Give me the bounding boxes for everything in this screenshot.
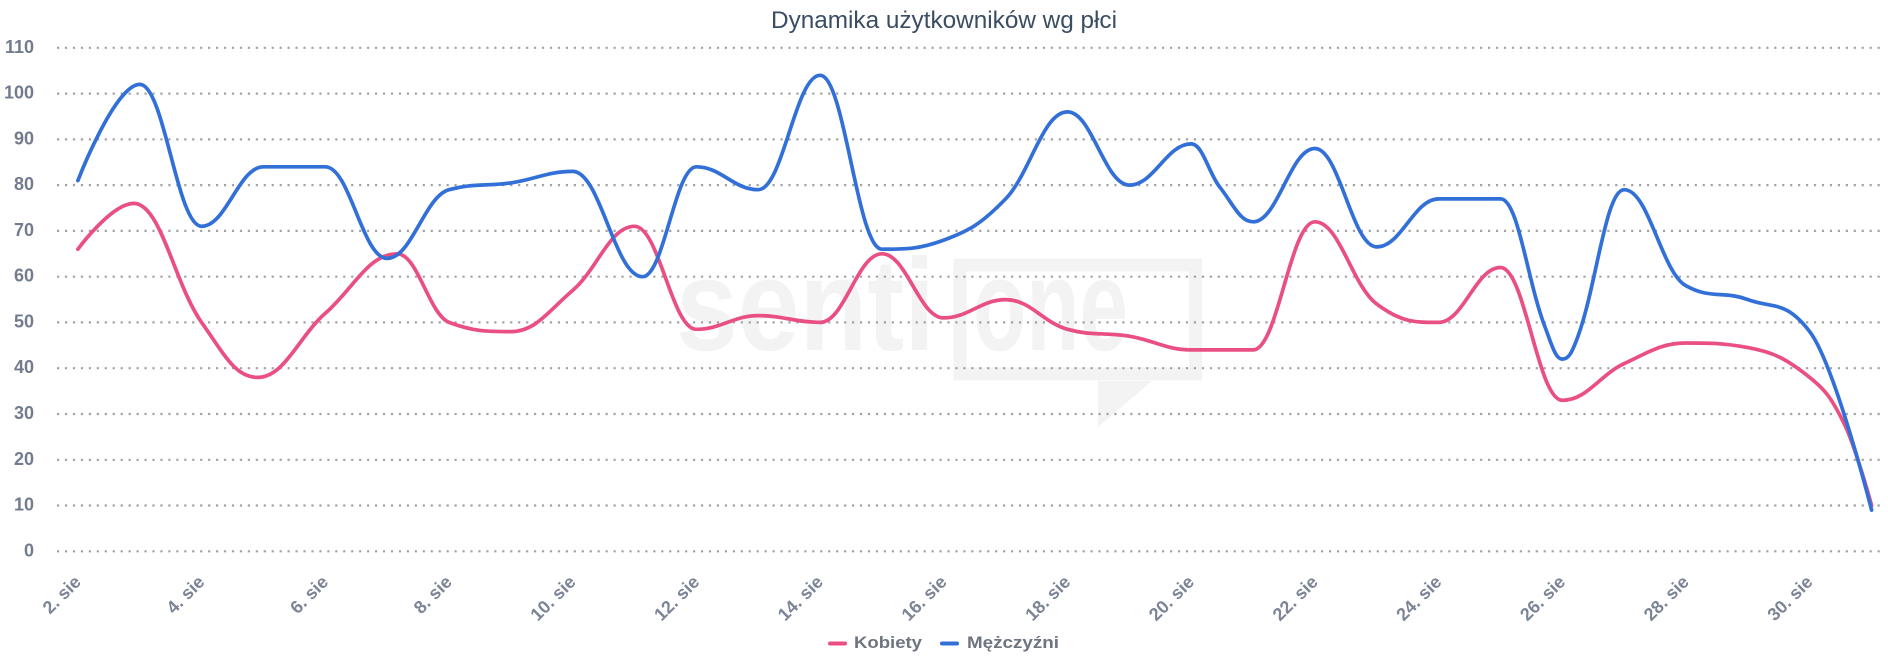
svg-text:Dynamika użytkowników wg płci: Dynamika użytkowników wg płci [771, 7, 1117, 34]
svg-text:110: 110 [5, 37, 34, 57]
svg-text:one: one [973, 231, 1128, 378]
svg-text:90: 90 [14, 128, 34, 148]
svg-text:100: 100 [4, 83, 34, 103]
svg-text:30: 30 [14, 403, 34, 423]
svg-text:50: 50 [14, 311, 34, 331]
svg-text:20: 20 [14, 449, 34, 469]
svg-text:80: 80 [14, 174, 34, 194]
svg-text:70: 70 [14, 220, 34, 240]
svg-text:60: 60 [14, 266, 34, 286]
svg-text:Kobiety: Kobiety [854, 633, 923, 652]
svg-text:10: 10 [14, 495, 34, 515]
svg-text:senti: senti [676, 231, 935, 378]
svg-text:40: 40 [14, 357, 34, 377]
svg-text:Mężczyźni: Mężczyźni [967, 633, 1059, 652]
svg-text:0: 0 [24, 540, 34, 560]
